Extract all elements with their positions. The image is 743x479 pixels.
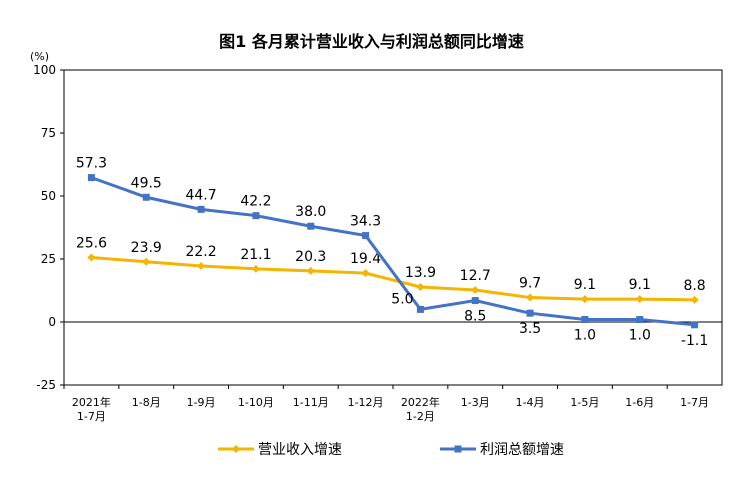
data-label: 38.0 bbox=[295, 204, 326, 220]
legend-label: 利润总额增速 bbox=[480, 442, 564, 458]
data-label: 19.4 bbox=[350, 251, 381, 267]
data-label: 23.9 bbox=[131, 240, 162, 256]
legend-marker bbox=[454, 445, 462, 453]
series-line-2 bbox=[90, 176, 695, 327]
plot-frame bbox=[63, 69, 723, 386]
data-label: 25.6 bbox=[76, 235, 107, 251]
y-tick-label: 75 bbox=[41, 126, 56, 140]
data-point bbox=[362, 232, 370, 240]
x-tick-label: 1-3月 bbox=[461, 396, 490, 409]
data-label: 9.7 bbox=[519, 276, 541, 292]
x-tick-label: 1-4月 bbox=[516, 396, 545, 409]
legend-label: 营业收入增速 bbox=[258, 442, 342, 458]
data-point bbox=[87, 174, 95, 182]
data-point bbox=[471, 285, 480, 294]
data-point bbox=[691, 321, 699, 329]
y-tick-label: 100 bbox=[33, 63, 56, 77]
data-point bbox=[471, 297, 479, 305]
data-label: 1.0 bbox=[629, 327, 651, 343]
data-label: 34.3 bbox=[350, 214, 381, 230]
data-label: 3.5 bbox=[519, 321, 541, 337]
data-label: 57.3 bbox=[76, 156, 107, 172]
data-point bbox=[142, 257, 151, 266]
x-tick-label: 1-12月 bbox=[348, 396, 384, 409]
data-point bbox=[87, 253, 96, 262]
y-unit-label: (%) bbox=[30, 50, 49, 63]
data-point bbox=[307, 222, 315, 230]
x-tick-label: 1-7月 bbox=[680, 396, 709, 409]
data-point bbox=[416, 305, 424, 313]
data-point bbox=[306, 266, 315, 275]
x-tick-label: 2022年 1-2月 bbox=[401, 395, 440, 423]
data-label: 13.9 bbox=[405, 265, 436, 281]
data-label: 9.1 bbox=[574, 277, 596, 293]
y-tick-label: -25 bbox=[36, 378, 56, 392]
data-point bbox=[197, 205, 205, 213]
data-point bbox=[526, 309, 534, 317]
data-point bbox=[526, 293, 535, 302]
data-label: 5.0 bbox=[391, 291, 413, 307]
x-tick-label: 1-8月 bbox=[132, 396, 161, 409]
data-label: 8.5 bbox=[464, 309, 486, 325]
data-label: 12.7 bbox=[460, 268, 491, 284]
legend-marker bbox=[232, 445, 240, 453]
data-label: 9.1 bbox=[629, 277, 651, 293]
data-label: 1.0 bbox=[574, 327, 596, 343]
x-tick-label: 1-11月 bbox=[293, 396, 329, 409]
x-tick-label: 1-10月 bbox=[238, 396, 274, 409]
chart-title: 图1 各月累计营业收入与利润总额同比增速 bbox=[219, 32, 524, 51]
x-tick-label: 1-9月 bbox=[187, 396, 216, 409]
data-label: -1.1 bbox=[681, 333, 708, 349]
data-point bbox=[581, 315, 589, 323]
data-point bbox=[580, 295, 589, 304]
data-point bbox=[197, 262, 206, 271]
data-label: 44.7 bbox=[185, 187, 216, 203]
x-tick-label: 1-6月 bbox=[625, 396, 654, 409]
series-line-1 bbox=[91, 255, 695, 302]
data-point bbox=[690, 295, 699, 304]
y-tick-label: 50 bbox=[41, 189, 56, 203]
data-point bbox=[142, 193, 150, 201]
data-point bbox=[361, 269, 370, 278]
x-tick-label: 1-5月 bbox=[570, 396, 599, 409]
data-point bbox=[416, 282, 425, 291]
data-label: 22.2 bbox=[185, 244, 216, 260]
data-point bbox=[251, 264, 260, 273]
y-tick-label: 0 bbox=[48, 315, 56, 329]
data-label: 8.8 bbox=[683, 278, 705, 294]
data-label: 21.1 bbox=[240, 247, 271, 263]
data-point bbox=[252, 212, 260, 220]
data-point bbox=[636, 315, 644, 323]
data-label: 49.5 bbox=[131, 175, 162, 191]
data-label: 42.2 bbox=[240, 194, 271, 210]
y-tick-label: 25 bbox=[41, 252, 56, 266]
data-point bbox=[635, 295, 644, 304]
data-label: 20.3 bbox=[295, 249, 326, 265]
x-tick-label: 2021年 1-7月 bbox=[72, 395, 111, 423]
